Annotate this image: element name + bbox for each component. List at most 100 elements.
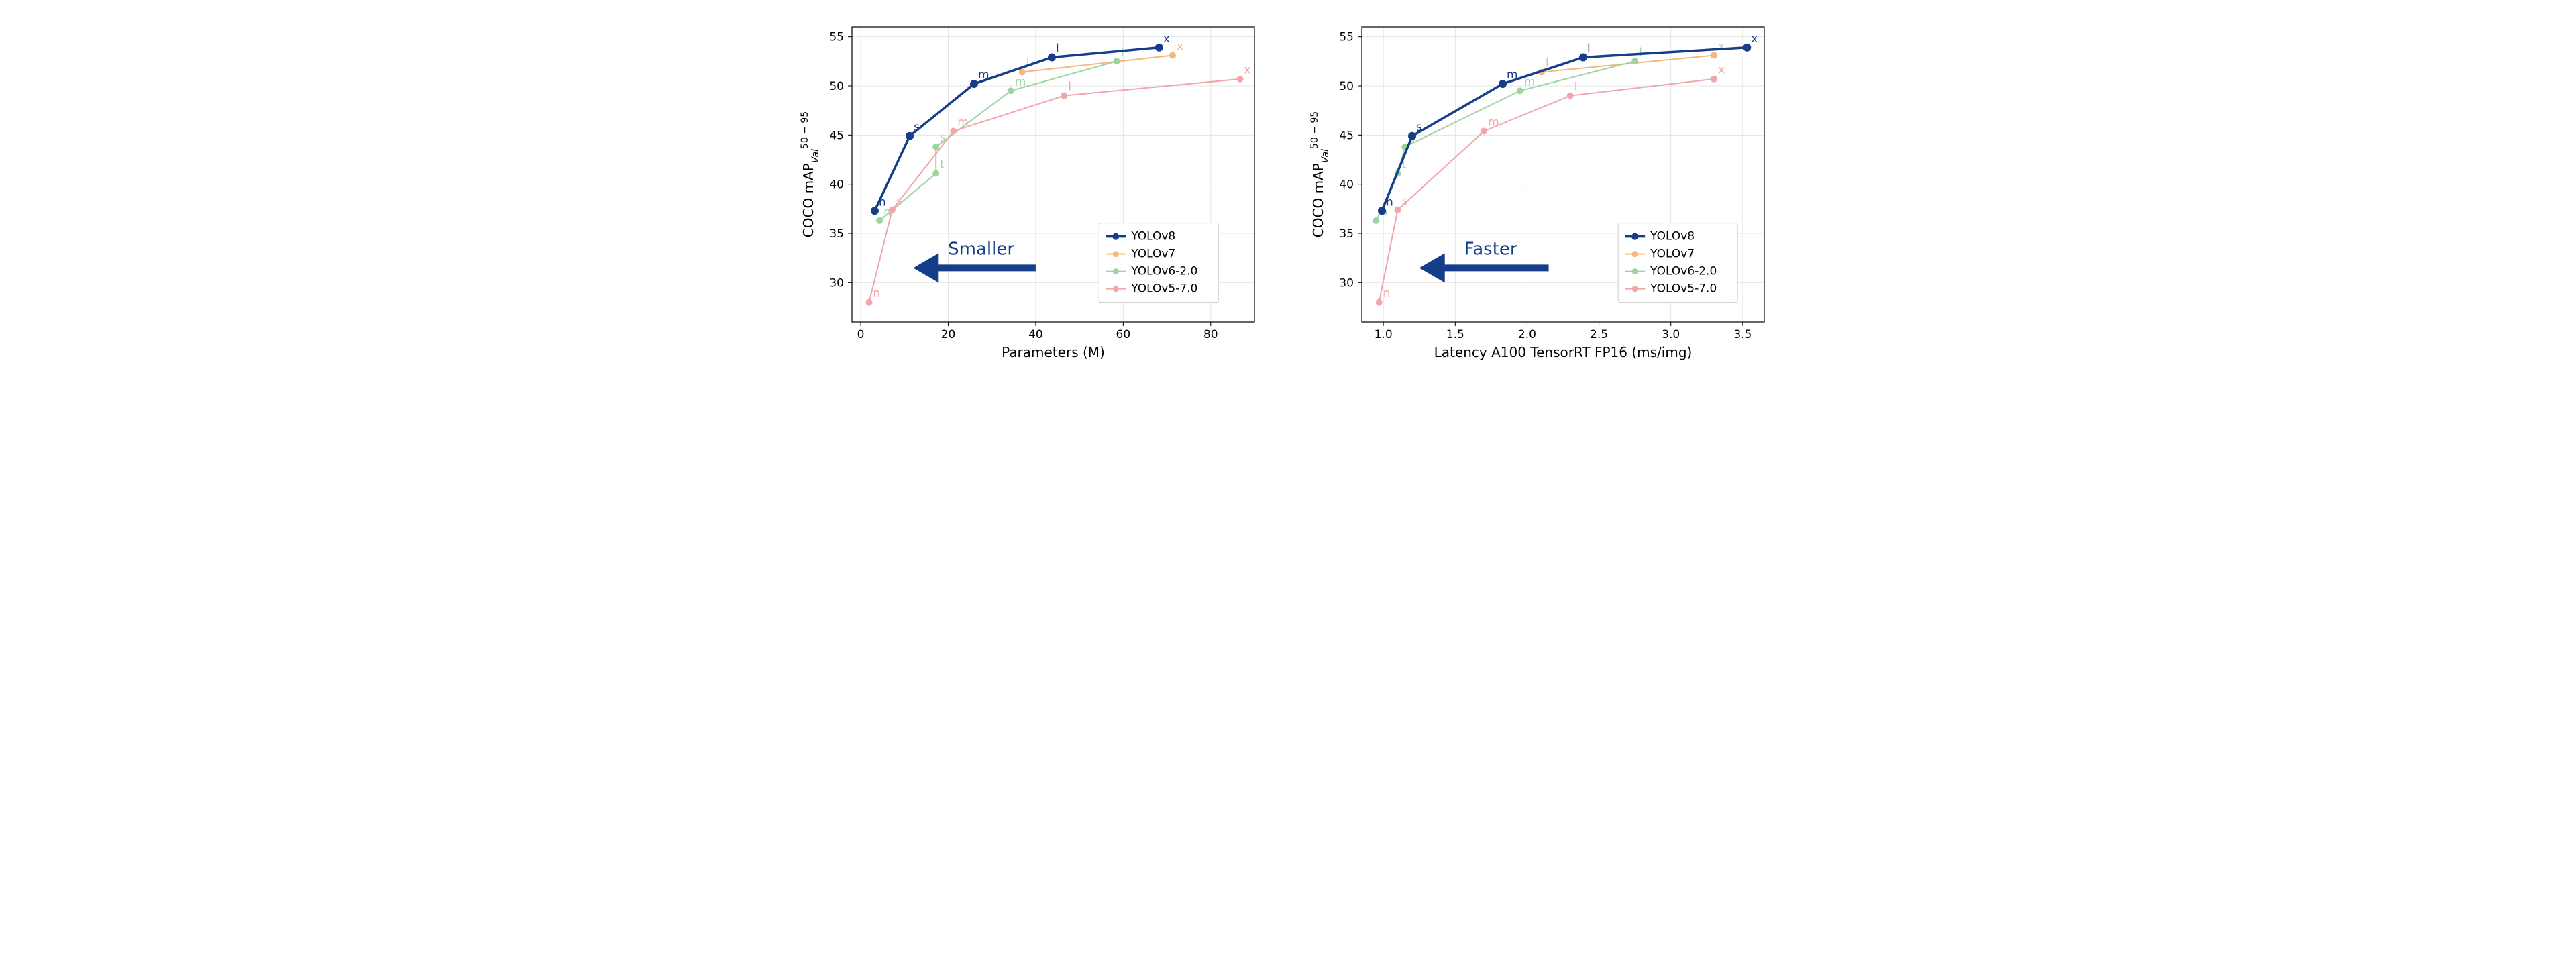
legend-label: YOLOv5-7.0: [1130, 282, 1197, 296]
legend-label: YOLOv7: [1130, 248, 1175, 261]
point-label: s: [1402, 195, 1408, 208]
series-marker: [1236, 76, 1243, 83]
point-label: l: [1121, 46, 1124, 59]
series-marker: [1517, 87, 1523, 94]
ytick-label: 45: [1339, 129, 1354, 142]
series-marker: [1114, 58, 1120, 64]
point-label: s: [896, 195, 902, 208]
series-marker: [932, 144, 939, 150]
ytick-label: 45: [829, 129, 844, 142]
series-marker: [1061, 93, 1067, 99]
series-line-YOLOv6-2.0: [879, 61, 1116, 221]
chart-svg: 020406080303540455055lxntsmlnsmlxnsmlxSm…: [792, 13, 1275, 389]
legend-label: YOLOv6-2.0: [1650, 265, 1717, 278]
point-label: l: [1587, 42, 1591, 55]
point-label: m: [1507, 68, 1518, 82]
xtick-label: 80: [1203, 328, 1218, 341]
series-marker: [950, 127, 957, 134]
xtick-label: 40: [1028, 328, 1043, 341]
xtick-label: 1.5: [1446, 328, 1464, 341]
arrow-head-icon: [1419, 253, 1445, 282]
arrow-label: Faster: [1464, 239, 1517, 259]
series-marker: [871, 207, 879, 215]
series-marker: [1408, 132, 1416, 140]
series-marker: [1481, 127, 1487, 134]
xtick-label: 2.5: [1590, 328, 1608, 341]
series-line-YOLOv8: [1382, 48, 1747, 211]
series-marker: [1019, 68, 1026, 75]
xtick-label: 1.0: [1375, 328, 1393, 341]
series-marker: [970, 80, 978, 88]
series-marker: [1567, 93, 1574, 99]
series-marker: [1008, 87, 1014, 94]
ytick-label: 55: [1339, 31, 1354, 44]
point-label: x: [1163, 32, 1170, 46]
ytick-label: 50: [829, 80, 844, 93]
legend-label: YOLOv8: [1650, 230, 1695, 244]
legend-label: YOLOv5-7.0: [1650, 282, 1717, 296]
point-label: t: [940, 158, 945, 172]
series-marker: [1499, 80, 1507, 88]
chart-panel-latency: 1.01.52.02.53.03.5303540455055lxntsmlnsm…: [1301, 13, 1784, 389]
point-label: x: [1177, 40, 1183, 54]
series-line-YOLOv7: [1022, 56, 1173, 72]
point-label: x: [1751, 32, 1758, 46]
series-marker: [1743, 44, 1751, 52]
point-label: l: [1574, 80, 1578, 94]
point-label: m: [1015, 75, 1026, 89]
chart-panel-parameters: 020406080303540455055lxntsmlnsmlxnsmlxSm…: [792, 13, 1275, 389]
xtick-label: 2.0: [1518, 328, 1536, 341]
xlabel: Parameters (M): [1002, 344, 1105, 360]
point-label: x: [1718, 40, 1725, 54]
ytick-label: 30: [1339, 276, 1354, 290]
chart-svg: 1.01.52.02.53.03.5303540455055lxntsmlnsm…: [1301, 13, 1784, 389]
ytick-label: 55: [829, 31, 844, 44]
xlabel: Latency A100 TensorRT FP16 (ms/img): [1434, 344, 1693, 360]
xtick-label: 0: [857, 328, 865, 341]
ytick-label: 30: [829, 276, 844, 290]
series-marker: [1373, 217, 1379, 224]
series-marker: [1155, 44, 1163, 52]
series-marker: [1579, 53, 1587, 61]
point-label: m: [957, 115, 969, 129]
point-label: n: [879, 195, 886, 209]
point-label: n: [873, 287, 880, 301]
point-label: m: [978, 68, 989, 82]
series-marker: [1395, 207, 1401, 213]
ytick-label: 35: [1339, 227, 1354, 241]
series-marker: [1169, 52, 1176, 59]
point-label: m: [1488, 115, 1499, 129]
xtick-label: 60: [1116, 328, 1131, 341]
point-label: l: [1068, 80, 1071, 94]
legend-label: YOLOv8: [1130, 230, 1175, 244]
arrow-label: Smaller: [948, 239, 1014, 259]
ytick-label: 40: [829, 178, 844, 192]
point-label: l: [1026, 56, 1030, 70]
point-label: n: [1386, 195, 1393, 209]
ylabel: COCO mAPVal50 − 95: [800, 111, 821, 237]
series-marker: [1711, 52, 1717, 59]
point-label: x: [1244, 64, 1250, 77]
point-label: l: [1056, 42, 1059, 55]
point-label: s: [1416, 121, 1422, 134]
xtick-label: 3.0: [1662, 328, 1680, 341]
series-marker: [865, 299, 872, 306]
ytick-label: 35: [829, 227, 844, 241]
ytick-label: 40: [1339, 178, 1354, 192]
arrow-head-icon: [913, 253, 938, 282]
series-marker: [1631, 58, 1638, 64]
point-label: n: [1383, 287, 1391, 301]
xtick-label: 20: [941, 328, 956, 341]
point-label: x: [1718, 64, 1725, 77]
series-marker: [932, 170, 939, 177]
ytick-label: 50: [1339, 80, 1354, 93]
series-marker: [1378, 207, 1386, 215]
series-marker: [1711, 76, 1717, 83]
series-marker: [1048, 53, 1056, 61]
series-marker: [876, 217, 883, 224]
point-label: l: [1639, 46, 1642, 59]
point-label: s: [914, 121, 920, 134]
legend-label: YOLOv7: [1650, 248, 1695, 261]
series-marker: [906, 132, 914, 140]
ylabel: COCO mAPVal50 − 95: [1309, 111, 1331, 237]
